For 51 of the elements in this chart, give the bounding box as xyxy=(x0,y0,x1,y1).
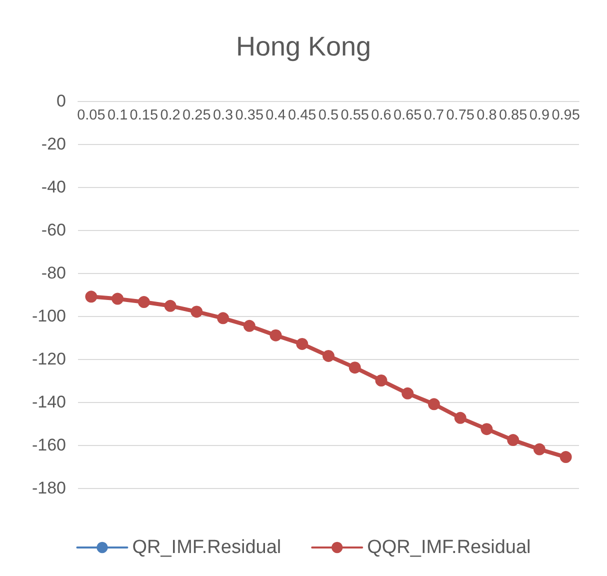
point xyxy=(217,312,230,324)
x-tick-label: 0.9 xyxy=(529,108,550,124)
point xyxy=(164,300,176,312)
point xyxy=(428,398,440,410)
y-tick-label: -180 xyxy=(32,478,66,498)
chart-title: Hong Kong xyxy=(236,32,372,62)
point xyxy=(560,451,572,464)
point xyxy=(296,338,308,350)
x-tick-label: 0.7 xyxy=(424,108,444,124)
point xyxy=(322,350,334,362)
point xyxy=(454,412,466,424)
x-tick-label: 0.4 xyxy=(266,108,286,124)
point xyxy=(402,387,414,400)
x-tick-label: 0.3 xyxy=(212,108,234,124)
x-tick-label: 0.95 xyxy=(552,108,580,124)
x-tick-label: 0.25 xyxy=(182,108,211,124)
legend-label: QQR_IMF.Residual xyxy=(367,537,531,558)
y-tick-label: -40 xyxy=(41,178,66,196)
point xyxy=(138,296,150,308)
y-tick-label: 0 xyxy=(56,92,66,110)
point xyxy=(243,320,256,332)
x-tick-label: 0.05 xyxy=(77,108,106,124)
x-tick-label: 0.35 xyxy=(235,108,264,124)
x-tick-label: 0.15 xyxy=(130,108,158,124)
x-tick-label: 0.2 xyxy=(160,108,180,124)
point xyxy=(85,290,98,303)
point xyxy=(507,434,520,446)
point xyxy=(270,329,282,342)
y-tick-label: -80 xyxy=(41,264,66,282)
point xyxy=(533,443,546,456)
x-tick-label: 0.6 xyxy=(371,108,392,124)
point xyxy=(112,292,124,305)
x-tick-label: 0.85 xyxy=(498,108,528,124)
x-tick-label: 0.55 xyxy=(340,108,369,124)
x-tick-label: 0.65 xyxy=(393,108,422,124)
y-tick-label: -120 xyxy=(32,350,66,368)
point xyxy=(480,423,493,436)
x-tick-label: 0.75 xyxy=(446,108,474,124)
point xyxy=(375,374,388,386)
point xyxy=(190,306,203,318)
x-tick-label: 0.8 xyxy=(476,108,497,124)
y-tick-label: -20 xyxy=(41,134,66,154)
y-tick-label: -160 xyxy=(32,436,66,454)
y-tick-label: -60 xyxy=(41,220,66,240)
x-tick-label: 0.5 xyxy=(318,108,339,124)
y-tick-label: -140 xyxy=(32,392,66,412)
y-tick-label: -100 xyxy=(32,306,66,326)
x-tick-label: 0.45 xyxy=(288,108,316,124)
legend-label: QR_IMF.Residual xyxy=(132,537,282,558)
point xyxy=(348,362,361,374)
x-tick-label: 0.1 xyxy=(107,108,128,124)
